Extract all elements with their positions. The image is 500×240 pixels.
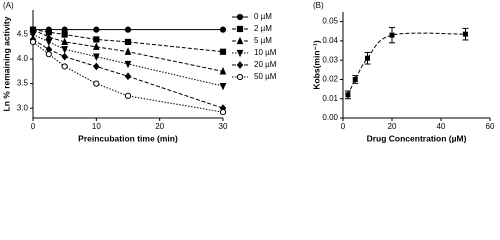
legend-label: 0 µM — [254, 12, 272, 21]
legend-marker — [236, 25, 244, 33]
legend-label: 50 µM — [254, 72, 277, 81]
series-line — [32, 34, 224, 87]
marker — [124, 26, 132, 33]
marker — [29, 38, 37, 46]
y-tick-label: 0.02 — [322, 75, 338, 84]
marker — [124, 72, 132, 81]
x-tick-label: 0 — [31, 122, 36, 131]
x-tick-label: 30 — [219, 122, 228, 131]
marker — [61, 37, 69, 46]
marker — [45, 51, 52, 58]
x-axis-label: Drug Concentration (µM) — [367, 133, 467, 143]
marker — [219, 67, 227, 75]
legend-marker — [236, 13, 244, 21]
marker — [352, 76, 358, 82]
marker — [463, 31, 468, 37]
series-line — [32, 39, 224, 109]
marker — [365, 55, 370, 61]
marker — [219, 48, 227, 55]
y-axis-label: Kobs(min⁻¹) — [311, 40, 321, 90]
marker — [124, 38, 132, 46]
marker — [389, 32, 395, 38]
marker — [93, 62, 100, 71]
legend-label: 20 µM — [254, 60, 277, 69]
y-tick-label: 0.03 — [322, 55, 338, 64]
y-tick-label: 0.01 — [322, 94, 338, 103]
legend-label: 10 µM — [254, 48, 277, 57]
marker — [124, 47, 132, 55]
x-tick-label: 20 — [155, 122, 164, 131]
x-tick-label: 0 — [341, 122, 346, 131]
marker — [61, 63, 68, 70]
marker — [61, 46, 69, 54]
marker — [124, 60, 132, 69]
marker — [219, 109, 227, 116]
legend-label: 5 µM — [254, 36, 272, 45]
marker — [29, 31, 37, 39]
x-tick-label: 20 — [388, 122, 397, 131]
y-tick-label: 3.5 — [17, 79, 29, 88]
x-tick-label: 10 — [92, 122, 101, 131]
y-tick-label: 0.05 — [322, 17, 338, 26]
y-tick-label: 4.5 — [17, 30, 29, 39]
series-line — [32, 29, 224, 72]
x-tick-label: 60 — [486, 122, 495, 131]
marker — [345, 92, 351, 98]
legend-marker — [236, 36, 244, 45]
y-tick-label: 0.00 — [322, 113, 338, 122]
marker — [124, 92, 132, 100]
panel-label: (B) — [313, 1, 324, 10]
marker — [219, 26, 227, 33]
legend-marker — [236, 61, 244, 69]
marker — [45, 38, 53, 47]
figure: 0 10 20 30 3.0 3.5 4.0 4.5 Preincubation time (m… — [1, 1, 495, 143]
marker — [93, 36, 100, 43]
marker — [93, 26, 100, 33]
y-tick-label: 0.04 — [322, 36, 338, 45]
marker — [93, 80, 100, 87]
marker — [92, 53, 100, 61]
y-tick-label: 4.0 — [17, 54, 29, 63]
panel-label: (A) — [3, 1, 14, 10]
legend-marker — [236, 73, 244, 81]
series-line — [32, 41, 224, 113]
marker — [219, 82, 227, 91]
y-axis-label: Ln % remaining activity — [1, 16, 11, 111]
legend-label: 2 µM — [254, 24, 272, 33]
marker — [92, 42, 100, 50]
legend-marker — [236, 49, 244, 58]
y-tick-label: 3.0 — [17, 103, 29, 112]
x-tick-label: 40 — [437, 122, 446, 131]
marker — [61, 31, 68, 38]
marker — [61, 52, 68, 61]
x-axis-label: Preincubation time (min) — [78, 133, 178, 143]
